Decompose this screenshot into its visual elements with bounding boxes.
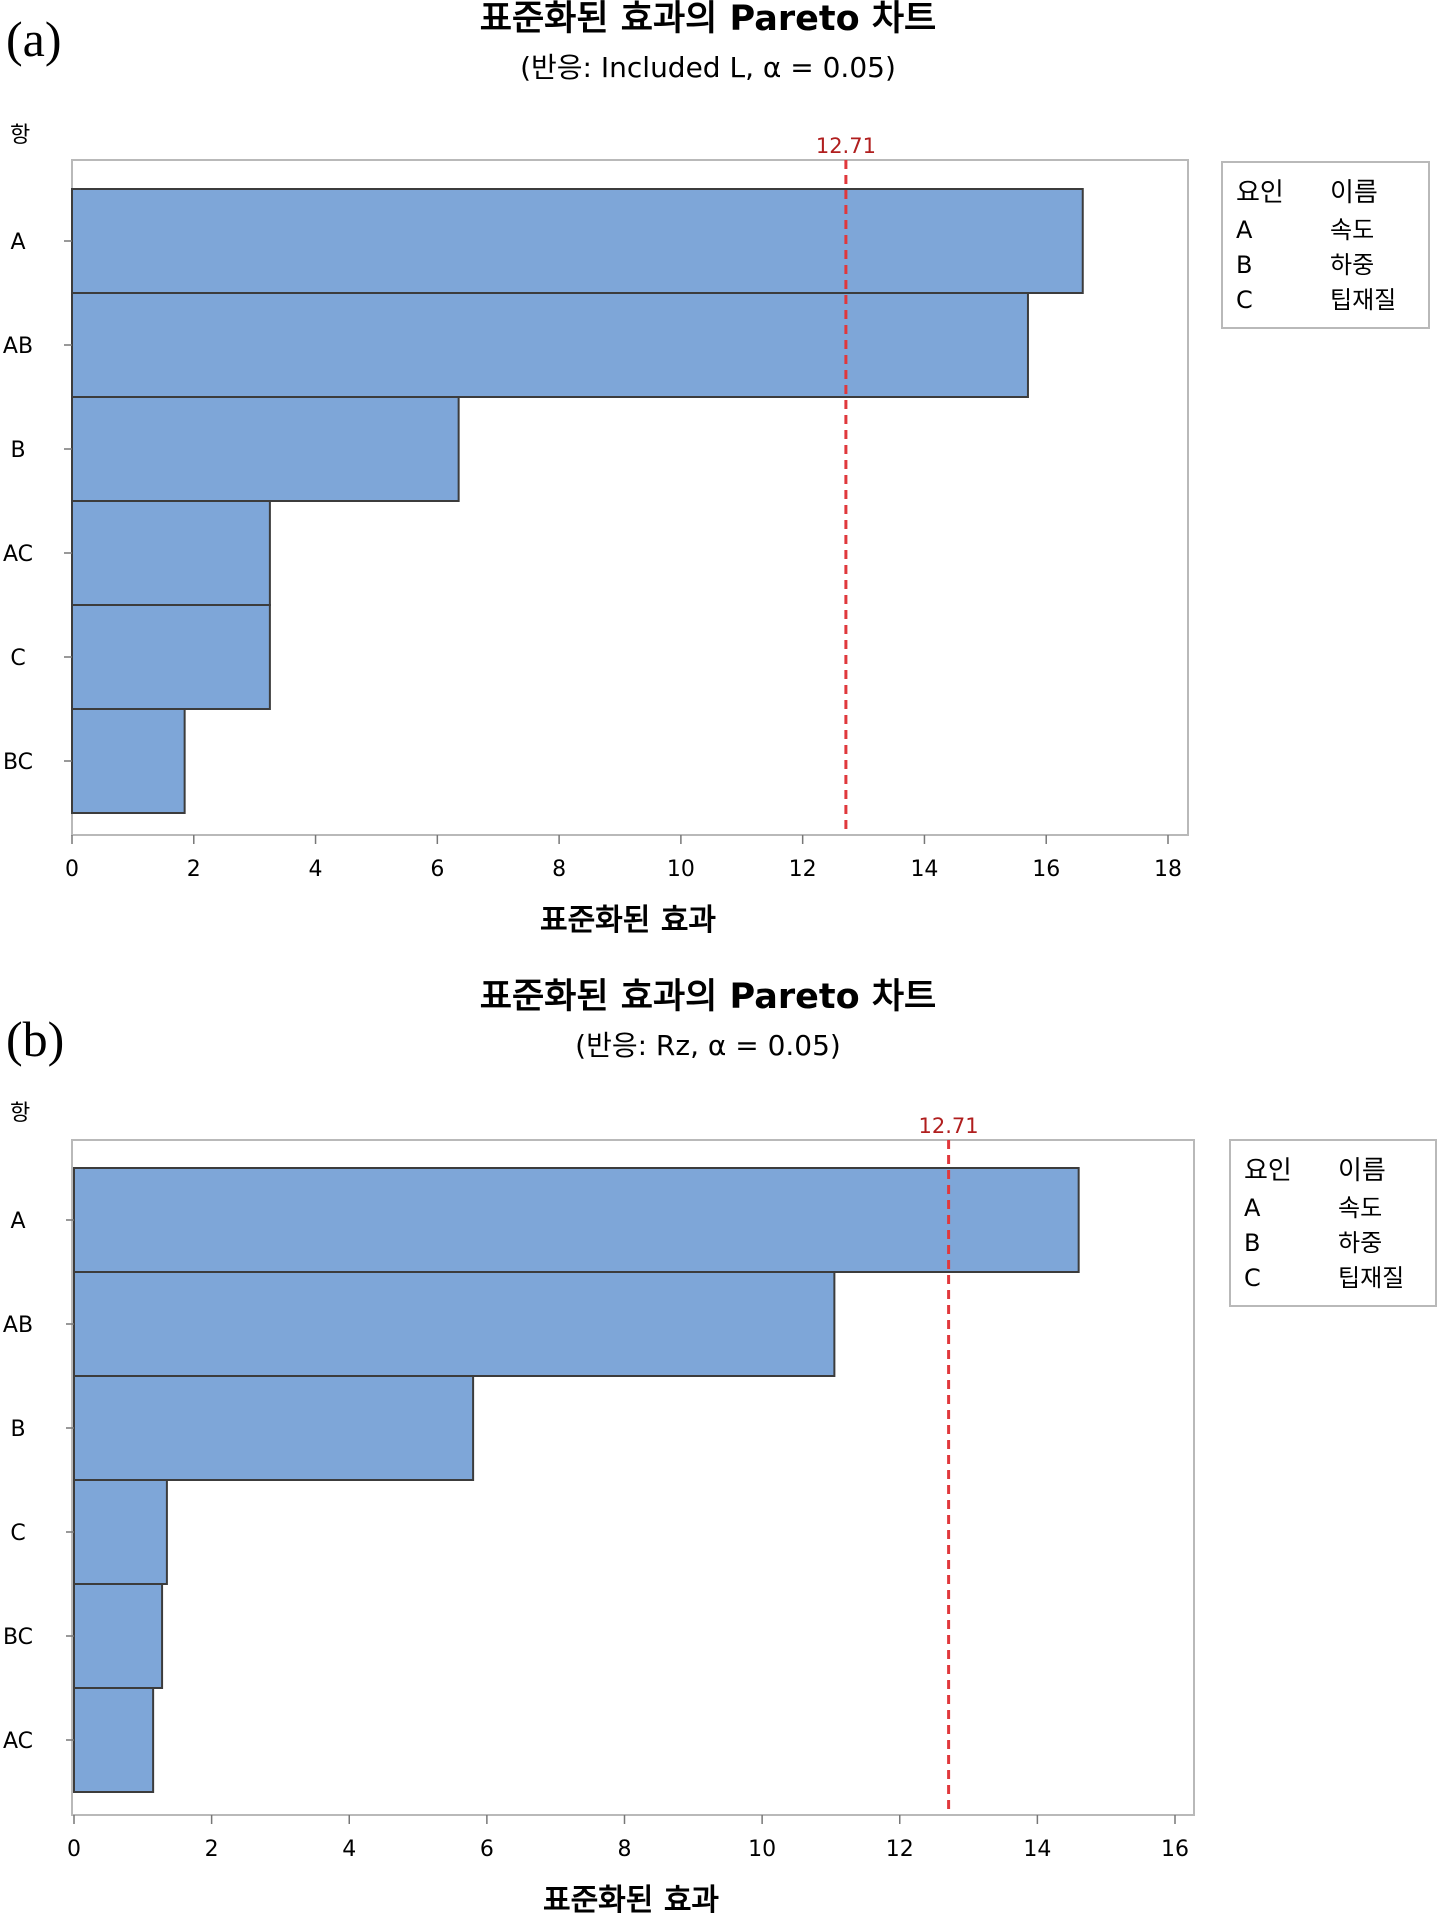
legend-factor-c: C (1236, 286, 1253, 314)
bars (71, 188, 1084, 814)
legend: 요인 이름 A 속도 B 하중 C 팁재질 (1229, 1139, 1437, 1307)
y-tick-label: BC (3, 750, 33, 775)
x-tick-label: 10 (667, 857, 695, 882)
x-tick-label: 4 (342, 1837, 356, 1862)
bar-bc (73, 1583, 164, 1689)
bar-b (73, 1375, 475, 1481)
y-tick-label: BC (3, 1625, 33, 1650)
legend-factor-b: B (1244, 1229, 1260, 1257)
x-axis-label: 표준화된 효과 (540, 903, 716, 938)
legend: 요인 이름 A 속도 B 하중 C 팁재질 (1221, 161, 1430, 329)
x-tick-label: 12 (789, 857, 817, 882)
y-axis-label: 항 (10, 1101, 30, 1126)
bar-ab (73, 1271, 836, 1377)
panel-label: (a) (6, 11, 62, 67)
legend-name-a: 속도 (1330, 216, 1374, 244)
y-tick-label: AB (3, 334, 33, 359)
legend-factor-b: B (1236, 251, 1252, 279)
chart-subtitle: (반응: Included L, α = 0.05) (520, 51, 896, 84)
x-tick-label: 16 (1161, 1837, 1189, 1862)
y-tick-label: A (10, 1209, 25, 1234)
bar-bc (71, 708, 186, 814)
y-tick-label: C (10, 646, 25, 671)
bar-b (71, 396, 460, 502)
x-tick-label: 0 (65, 857, 79, 882)
legend-factor-a: A (1244, 1194, 1261, 1222)
legend-header-name: 이름 (1338, 1156, 1386, 1186)
x-tick-label: 4 (309, 857, 323, 882)
x-tick-label: 16 (1032, 857, 1060, 882)
chart-title: 표준화된 효과의 Pareto 차트 (480, 0, 936, 39)
y-tick-label: AC (3, 542, 33, 567)
y-tick-label: AC (3, 1729, 33, 1754)
x-ticks: 0 2 4 6 8 10 12 14 16 18 (65, 835, 1182, 882)
x-tick-label: 0 (67, 1837, 81, 1862)
legend-header-factor: 요인 (1244, 1156, 1292, 1186)
y-tick-labels: A AB B AC C BC (3, 230, 72, 775)
bar-c (71, 604, 271, 710)
pareto-chart-a: (a) 표준화된 효과의 Pareto 차트 (반응: Included L, … (3, 0, 1430, 938)
legend-box (1229, 1139, 1437, 1307)
reference-line-label: 12.71 (816, 134, 876, 158)
legend-name-b: 하중 (1338, 1229, 1382, 1257)
x-tick-label: 12 (886, 1837, 914, 1862)
bar-ac (73, 1687, 155, 1793)
bar-a (71, 188, 1084, 294)
legend-header-factor: 요인 (1236, 178, 1284, 208)
x-ticks: 0 2 4 6 8 10 12 14 16 (67, 1815, 1189, 1862)
x-tick-label: 8 (618, 1837, 632, 1862)
bars (73, 1167, 1080, 1793)
bar-a (73, 1167, 1080, 1273)
x-tick-label: 10 (748, 1837, 776, 1862)
y-tick-label: C (10, 1521, 25, 1546)
bar-c (73, 1479, 168, 1585)
legend-name-b: 하중 (1330, 251, 1374, 279)
chart-title: 표준화된 효과의 Pareto 차트 (480, 977, 936, 1017)
y-tick-label: B (10, 1417, 25, 1442)
x-tick-label: 18 (1154, 857, 1182, 882)
pareto-chart-b: (b) 표준화된 효과의 Pareto 차트 (반응: Rz, α = 0.05… (3, 977, 1437, 1915)
y-tick-label: A (10, 230, 25, 255)
y-axis-label: 항 (10, 123, 30, 148)
x-tick-label: 6 (430, 857, 444, 882)
x-tick-label: 2 (187, 857, 201, 882)
y-tick-label: B (10, 438, 25, 463)
x-axis-label: 표준화된 효과 (543, 1883, 719, 1915)
legend-name-c: 팁재질 (1330, 286, 1396, 314)
legend-header-name: 이름 (1330, 178, 1378, 208)
legend-box (1221, 161, 1430, 329)
x-tick-label: 14 (1023, 1837, 1051, 1862)
reference-line-group: 12.71 (816, 134, 876, 835)
legend-factor-a: A (1236, 216, 1253, 244)
legend-factor-c: C (1244, 1264, 1261, 1292)
x-tick-label: 14 (910, 857, 938, 882)
y-tick-label: AB (3, 1313, 33, 1338)
legend-name-a: 속도 (1338, 1194, 1382, 1222)
bar-ab (71, 292, 1029, 398)
reference-line-label: 12.71 (919, 1114, 979, 1138)
x-tick-label: 8 (552, 857, 566, 882)
panel-label: (b) (6, 1011, 64, 1067)
chart-subtitle: (반응: Rz, α = 0.05) (575, 1029, 841, 1062)
bar-ac (71, 500, 271, 606)
x-tick-label: 6 (480, 1837, 494, 1862)
reference-line-group: 12.71 (919, 1114, 979, 1815)
x-tick-label: 2 (205, 1837, 219, 1862)
legend-name-c: 팁재질 (1338, 1264, 1404, 1292)
